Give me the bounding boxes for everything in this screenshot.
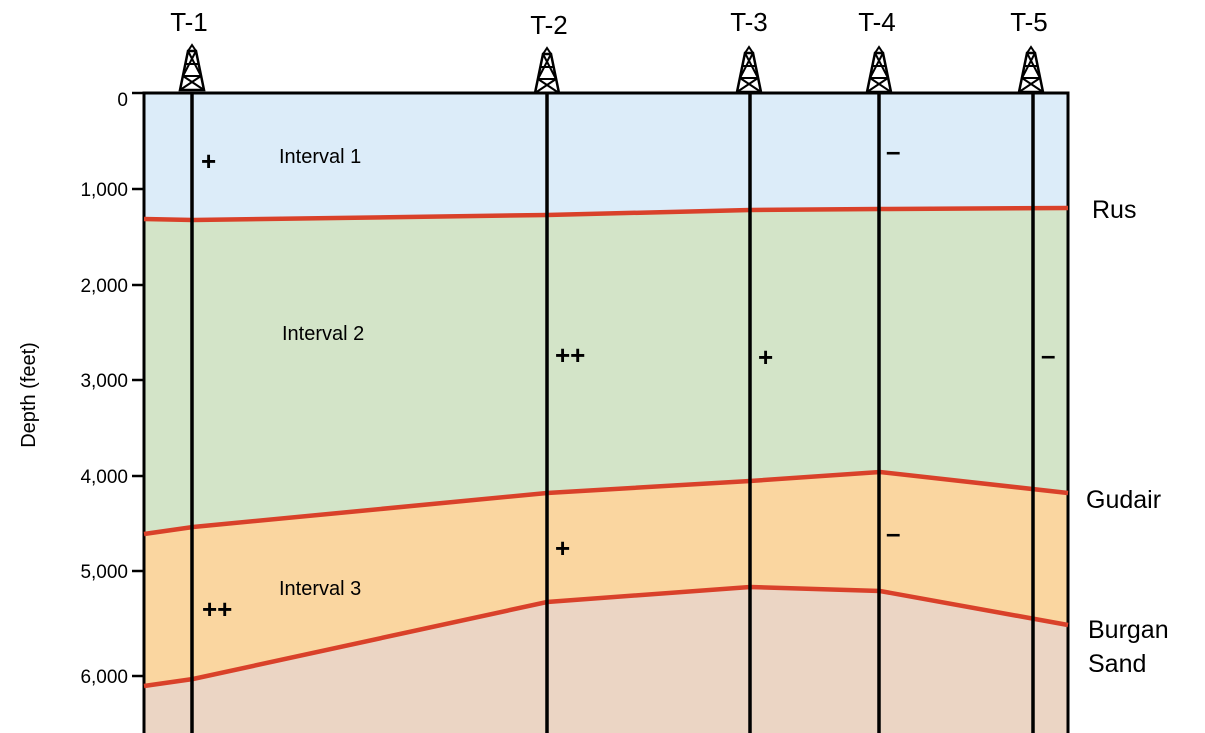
well-t3: T-3 [730,7,768,733]
sign-t2-interval3: + [555,533,570,563]
sign-t1-interval1: + [201,146,216,176]
y-axis-label: Depth (feet) [18,342,40,448]
tick-label-6000: 6,000 [80,667,128,688]
section-frame [142,91,1070,733]
well-t4: T-4 [858,7,896,733]
well-label: T-2 [530,10,568,40]
formation-burgan: Burgan [1088,616,1169,644]
formation-sand: Sand [1088,650,1146,678]
gudair-horizon [143,469,1069,537]
derrick-icon [533,46,561,95]
burgan-sand-layer [144,587,1068,733]
interval-1-label: Interval 1 [279,146,361,168]
sign-t4-interval1: – [886,136,900,166]
formation-rus: Rus [1092,196,1136,224]
sign-t3-interval2: + [758,342,773,372]
formation-gudair: Gudair [1086,486,1161,514]
derrick-icon [178,43,206,92]
tick-label-0: 0 [117,90,128,111]
well-t2: T-2 [530,10,568,733]
tick-label-4000: 4,000 [80,467,128,488]
well-label: T-1 [170,7,208,37]
derrick-icon [735,45,763,94]
interval-2-label: Interval 2 [282,323,364,345]
tick-label-5000: 5,000 [80,562,128,583]
sign-t1-interval3: ++ [202,594,232,624]
well-t5: T-5 [1010,7,1048,733]
well-label: T-3 [730,7,768,37]
sign-t4-interval3: – [886,518,900,548]
tick-label-1000: 1,000 [80,180,128,201]
well-label: T-4 [858,7,896,37]
derrick-icon [865,45,893,94]
derrick-icon [1017,45,1045,94]
burgan-horizon [143,584,1069,689]
interval-3-label: Interval 3 [279,578,361,600]
sign-t5-interval2: – [1041,340,1055,370]
tick-label-2000: 2,000 [80,276,128,297]
rus-horizon [143,205,1069,223]
tick-label-3000: 3,000 [80,371,128,392]
sign-t2-interval2: ++ [555,340,585,370]
depth-axis: 0 1,000 2,000 3,000 4,000 5,000 6,000 De… [18,90,144,688]
well-t1: T-1 [170,7,208,733]
well-label: T-5 [1010,7,1048,37]
